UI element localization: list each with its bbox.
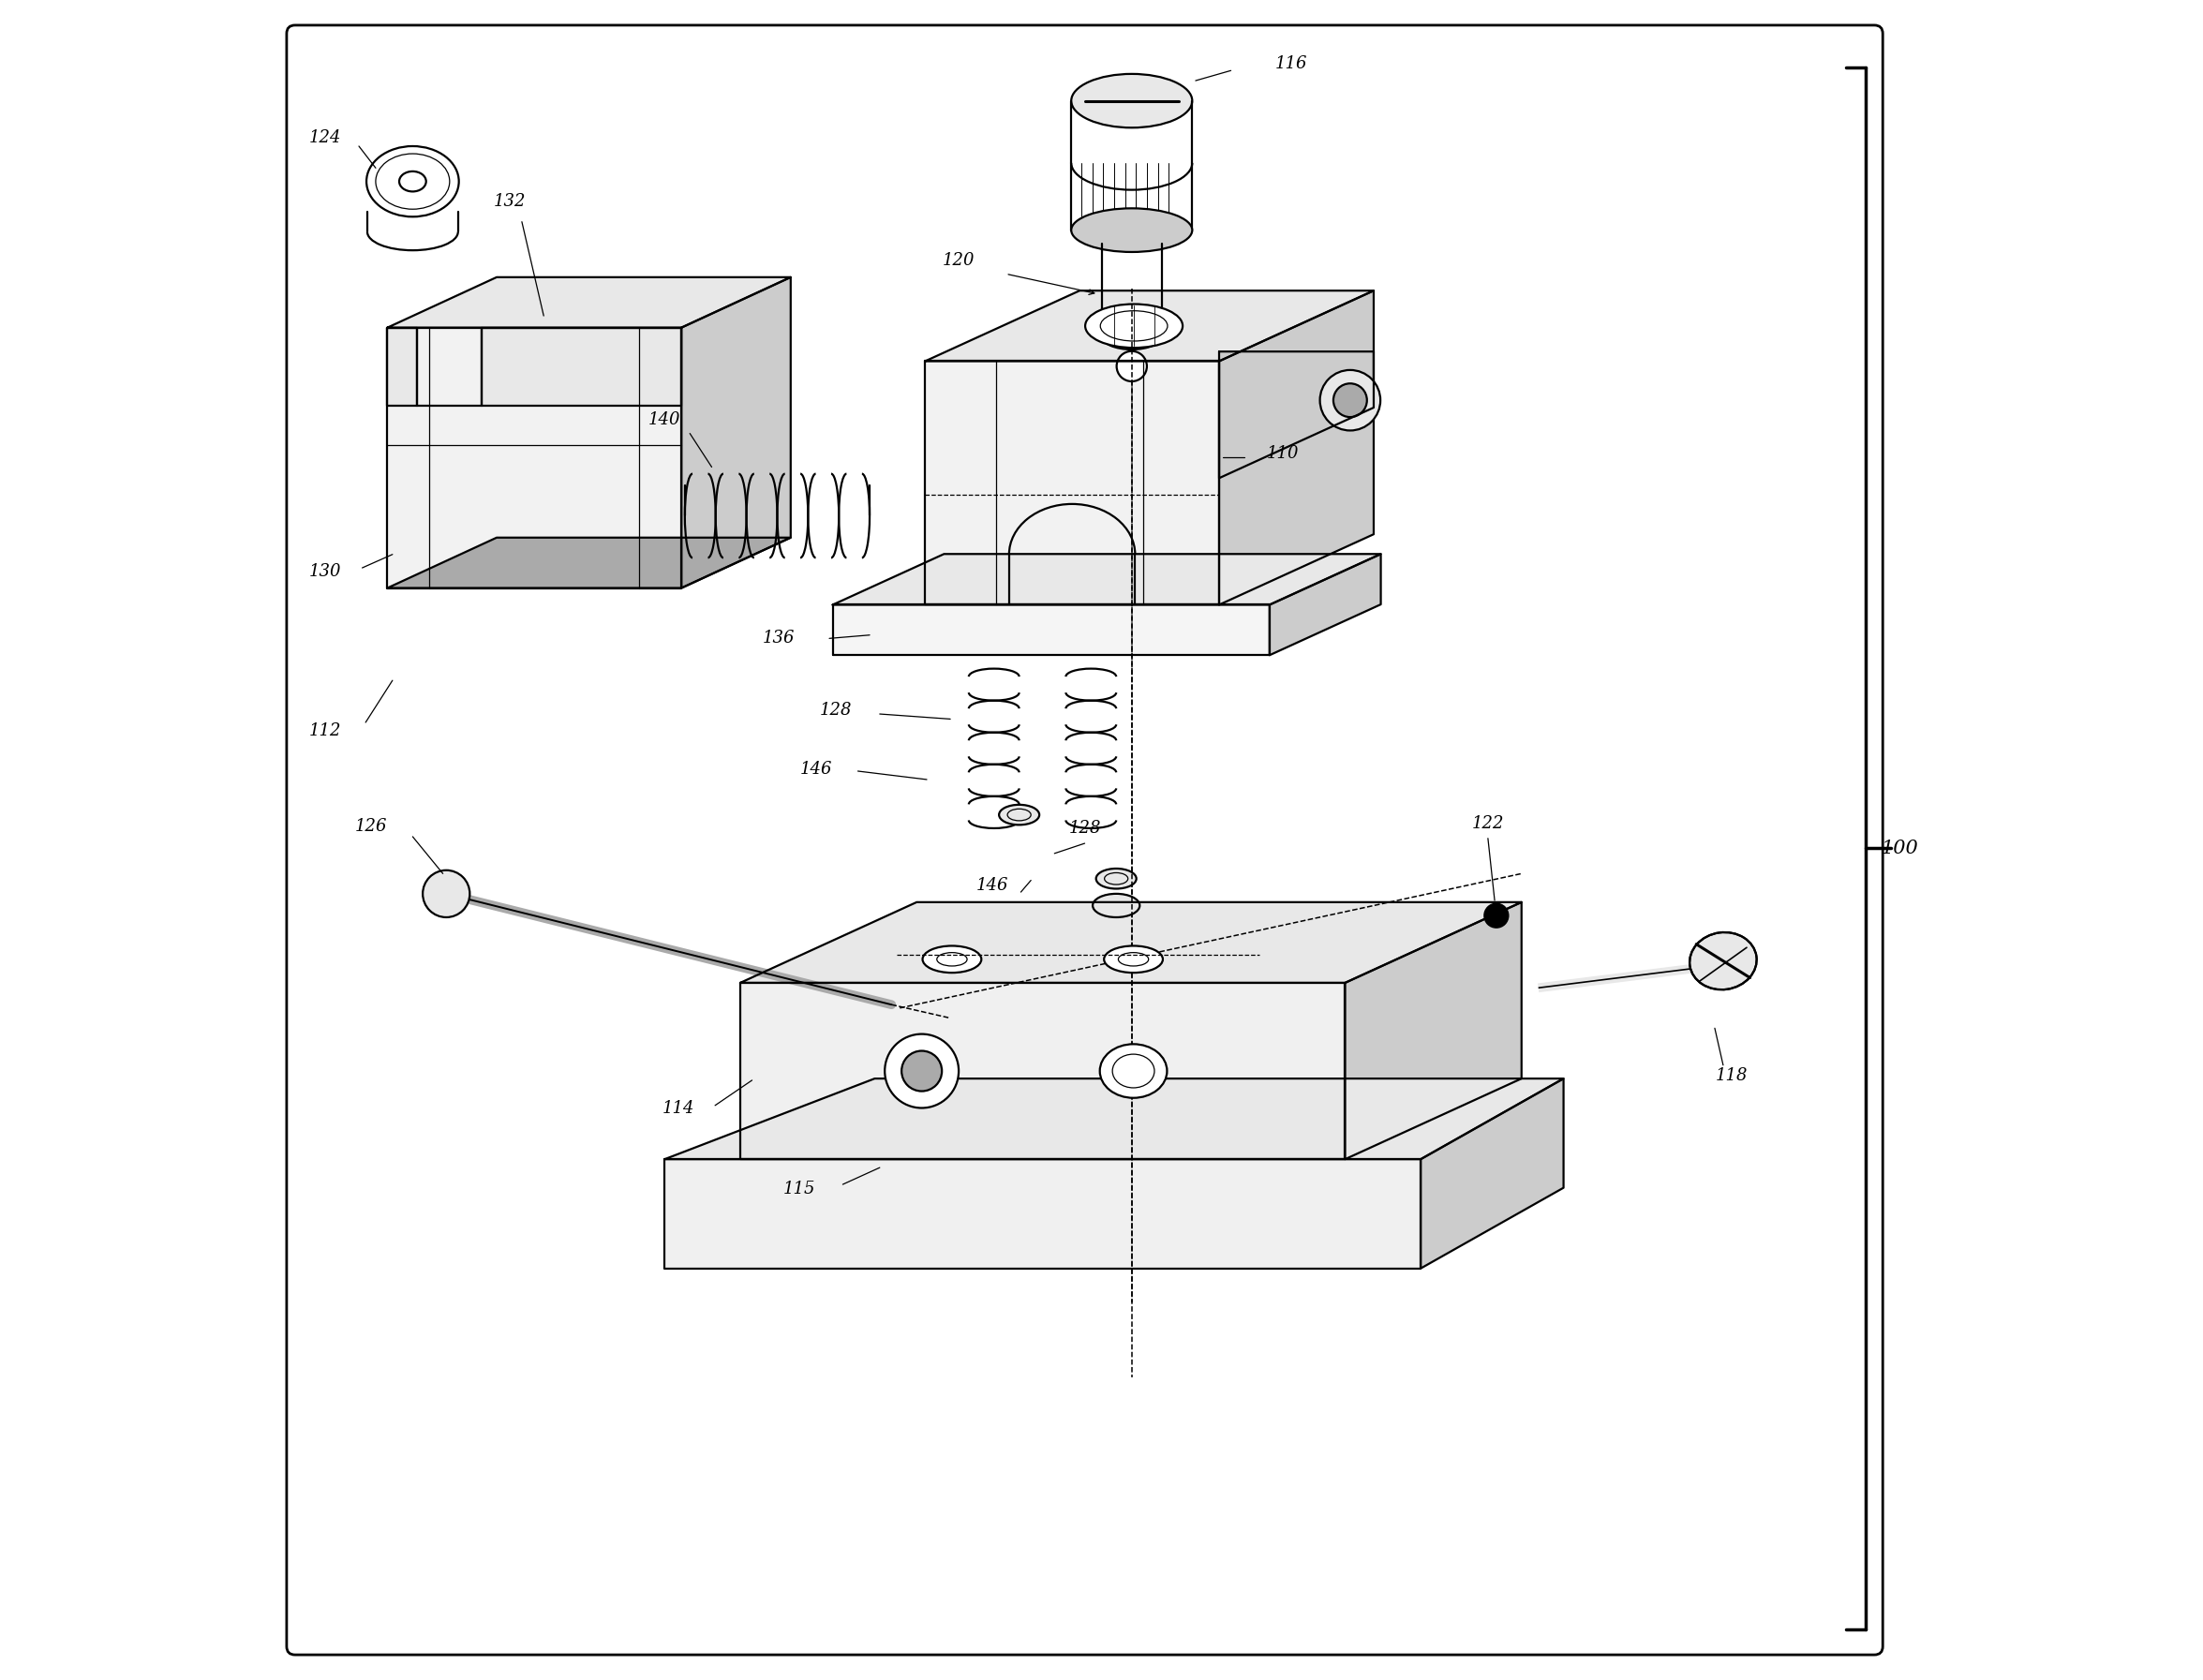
Text: 115: 115 (782, 1181, 815, 1198)
Ellipse shape (1102, 323, 1161, 349)
Ellipse shape (366, 146, 458, 217)
Ellipse shape (1086, 304, 1183, 348)
Circle shape (901, 1052, 943, 1092)
Text: 132: 132 (493, 193, 527, 210)
Ellipse shape (923, 946, 980, 973)
Text: 146: 146 (800, 761, 833, 778)
Ellipse shape (1099, 1043, 1168, 1099)
Polygon shape (1218, 291, 1375, 605)
Ellipse shape (1119, 953, 1148, 966)
Polygon shape (681, 277, 791, 588)
Text: 114: 114 (661, 1100, 694, 1117)
Polygon shape (388, 328, 416, 407)
Polygon shape (740, 983, 1346, 1159)
Circle shape (1117, 351, 1148, 381)
Text: 140: 140 (648, 412, 681, 428)
Text: 124: 124 (308, 129, 341, 146)
Circle shape (423, 870, 469, 917)
Polygon shape (740, 902, 1522, 983)
Ellipse shape (1690, 932, 1756, 990)
Polygon shape (665, 1079, 1564, 1159)
Ellipse shape (1071, 74, 1192, 128)
Circle shape (886, 1033, 958, 1109)
Polygon shape (1218, 351, 1375, 479)
Polygon shape (1269, 554, 1381, 655)
Text: 120: 120 (943, 252, 976, 269)
Polygon shape (482, 328, 681, 407)
Polygon shape (833, 554, 1381, 605)
Ellipse shape (936, 953, 967, 966)
Polygon shape (925, 291, 1375, 361)
Text: 118: 118 (1716, 1067, 1747, 1084)
Polygon shape (388, 328, 681, 588)
Ellipse shape (1071, 208, 1192, 252)
Polygon shape (388, 277, 791, 328)
Text: 136: 136 (762, 630, 795, 647)
Ellipse shape (1093, 894, 1139, 917)
Text: 122: 122 (1472, 815, 1505, 832)
Polygon shape (833, 605, 1269, 655)
Polygon shape (925, 361, 1218, 605)
Text: 126: 126 (355, 818, 388, 835)
Text: 110: 110 (1267, 445, 1300, 462)
Polygon shape (665, 1159, 1421, 1268)
Text: 116: 116 (1276, 55, 1309, 72)
Polygon shape (1346, 902, 1522, 1159)
Ellipse shape (998, 805, 1040, 825)
Text: 128: 128 (820, 702, 853, 719)
Text: 128: 128 (1068, 820, 1102, 837)
Circle shape (1320, 370, 1381, 430)
Ellipse shape (1097, 869, 1137, 889)
Circle shape (1333, 383, 1366, 417)
Ellipse shape (1104, 946, 1163, 973)
Text: 112: 112 (308, 722, 341, 739)
Circle shape (1485, 904, 1509, 927)
Text: 146: 146 (976, 877, 1009, 894)
Polygon shape (388, 538, 791, 588)
Polygon shape (1421, 1079, 1564, 1268)
Text: 130: 130 (308, 563, 341, 580)
Text: 100: 100 (1881, 840, 1919, 857)
